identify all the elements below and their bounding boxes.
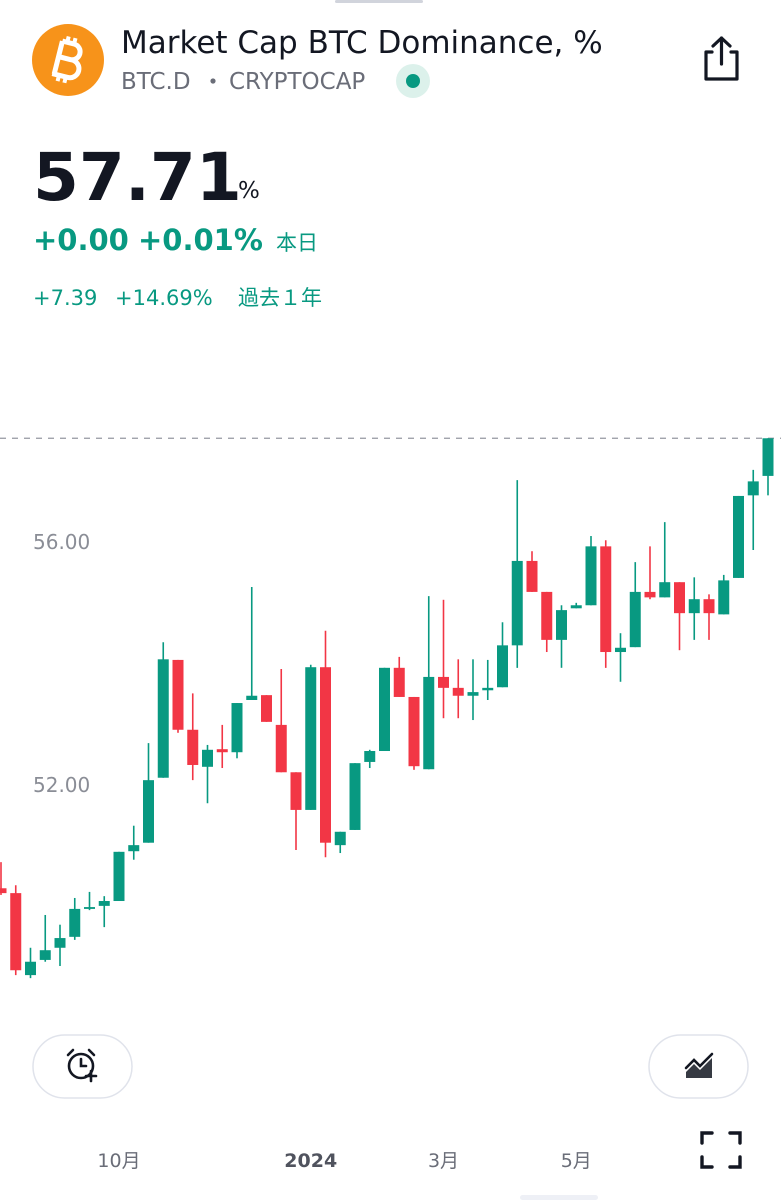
candle-body [364, 751, 376, 762]
share-button[interactable] [704, 36, 739, 81]
x-tick-label: 3月 [428, 1150, 459, 1172]
indicators-button[interactable] [648, 1034, 749, 1099]
candle-body [762, 438, 774, 476]
exchange-name: CRYPTOCAP [229, 69, 365, 95]
candle-body [290, 772, 302, 810]
candle-body [261, 695, 272, 722]
separator-dot [210, 78, 216, 84]
candle-body [467, 692, 479, 696]
candle-body [718, 580, 730, 615]
candle-body [452, 687, 464, 696]
candle-body [54, 938, 66, 948]
candle-body [615, 647, 626, 653]
candle-body [320, 667, 331, 843]
day-period: 本日 [276, 231, 318, 255]
logo-glyph [51, 35, 83, 84]
candle-body [556, 610, 567, 640]
candle-body [69, 908, 81, 937]
indicators-icon [686, 1058, 712, 1078]
year-change-pct: +14.69% [115, 286, 213, 310]
candle-body [747, 481, 759, 496]
candle-body [585, 546, 597, 606]
x-tick-label: 2024 [284, 1150, 337, 1172]
candle-body [688, 599, 700, 614]
y-tick-label: 56.00 [33, 530, 90, 554]
candle-body [423, 676, 435, 770]
candle-body [231, 703, 243, 753]
candle-body [438, 676, 449, 688]
alert-button[interactable] [32, 1034, 133, 1099]
candle-body [526, 560, 538, 592]
fullscreen-button[interactable] [700, 1131, 742, 1169]
candle-body [379, 667, 390, 752]
last-price: 57.71 [33, 139, 242, 216]
candlestick-chart[interactable]: 52.00 56.00 10月 2024 3月 5月 [0, 437, 781, 1172]
candle-body [157, 659, 169, 778]
candle-body [246, 695, 258, 700]
candle-body [541, 591, 553, 640]
drag-handle [335, 0, 423, 3]
candle-body [733, 495, 744, 578]
candle-body [187, 729, 199, 765]
candle-body [408, 696, 420, 767]
candle-body [674, 582, 685, 614]
candle-body [393, 667, 405, 697]
candle-body [305, 667, 317, 810]
alert-icon [66, 1048, 98, 1083]
candle-body [497, 645, 508, 688]
candle-body [98, 901, 110, 906]
candle-body [113, 851, 125, 902]
x-tick-label: 10月 [97, 1150, 140, 1172]
indicators-button-bg [648, 1034, 749, 1099]
bitcoin-logo [32, 24, 104, 96]
candle-body [0, 888, 7, 894]
price-unit: % [238, 178, 260, 204]
day-change: +0.00 [33, 223, 129, 257]
year-change: +7.39 [33, 286, 97, 310]
candle-body [659, 582, 671, 598]
candle-body [84, 907, 95, 909]
candle-body [216, 749, 228, 753]
candle-body [128, 845, 140, 852]
candle-body [143, 780, 154, 843]
x-tick-label: 5月 [561, 1150, 592, 1172]
candle-body [482, 687, 494, 691]
candle-body [511, 560, 523, 646]
candle-body [25, 961, 36, 976]
candle-body [570, 605, 582, 609]
symbol-title: Market Cap BTC Dominance, % [121, 25, 603, 61]
day-change-pct: +0.01% [138, 223, 263, 257]
year-period: 過去１年 [238, 286, 322, 310]
market-status-dot [406, 74, 420, 88]
candle-body [703, 599, 715, 614]
candle-body [39, 950, 51, 960]
candle-body [334, 831, 346, 846]
candle-body [629, 591, 641, 648]
bottom-tab-edge [520, 1195, 598, 1200]
candle-body [275, 724, 287, 773]
candle-body [349, 763, 361, 830]
candle-body [202, 749, 213, 767]
indicators-icon-line [684, 1052, 714, 1070]
y-tick-label: 52.00 [33, 773, 90, 797]
candle-body [10, 893, 22, 971]
candle-body [644, 591, 656, 598]
candle-body [172, 659, 184, 730]
candle-body [600, 546, 612, 653]
symbol-ticker: BTC.D [121, 69, 191, 95]
